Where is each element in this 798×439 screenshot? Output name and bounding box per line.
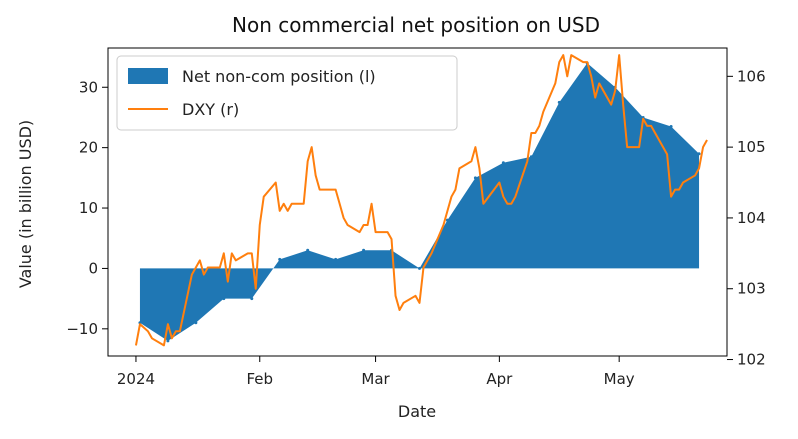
legend: Net non-com position (l) DXY (r): [116, 55, 458, 131]
legend-label-net-position: Net non-com position (l): [182, 67, 376, 86]
y-left-tick-label: 30: [79, 78, 98, 96]
x-tick-label: 2024: [117, 370, 155, 388]
x-tick-label: Mar: [361, 370, 390, 388]
net-position-point: [306, 248, 310, 252]
y-left-tick-label: −10: [66, 320, 98, 338]
net-position-point: [697, 152, 701, 156]
y-axis-left: −10 0 10 20 30: [66, 78, 108, 338]
net-position-point: [278, 257, 282, 261]
y-left-tick-label: 20: [79, 139, 98, 157]
net-position-point: [222, 297, 226, 301]
net-position-point: [334, 257, 338, 261]
net-position-point: [669, 125, 673, 129]
x-tick-label: May: [604, 370, 635, 388]
x-axis-title: Date: [398, 402, 436, 421]
legend-swatch-area: [128, 68, 168, 84]
x-axis: 2024 Feb Mar Apr May: [117, 356, 635, 388]
series-net-position-area: [139, 63, 700, 341]
net-position-point: [362, 248, 366, 252]
y-axis-right: 102 103 104 105 106: [727, 67, 766, 369]
net-position-point: [166, 339, 170, 343]
net-position-point: [529, 155, 533, 159]
legend-box: [116, 55, 458, 131]
net-position-point: [501, 161, 505, 165]
net-position-point: [557, 100, 561, 104]
net-position-point: [250, 297, 254, 301]
net-position-point: [473, 176, 477, 180]
plot-frame: [107, 47, 728, 357]
x-tick-label: Feb: [246, 370, 273, 388]
legend-label-dxy: DXY (r): [182, 100, 239, 119]
y-right-tick-label: 104: [737, 209, 766, 227]
x-tick-label: Apr: [486, 370, 513, 388]
y-right-tick-label: 103: [737, 280, 766, 298]
y-axis-title: Value (in billion USD): [16, 120, 35, 288]
net-position-point: [194, 321, 198, 325]
y-left-tick-label: 10: [79, 199, 98, 217]
chart-title: Non commercial net position on USD: [232, 13, 600, 37]
y-right-tick-label: 105: [737, 138, 766, 156]
y-left-tick-label: 0: [88, 259, 98, 277]
plot-area: [134, 54, 708, 347]
net-position-point: [418, 266, 421, 270]
y-right-tick-label: 106: [737, 67, 766, 85]
y-right-tick-label: 102: [737, 351, 766, 369]
series-dxy-line: [134, 54, 708, 347]
net-position-point: [445, 218, 449, 222]
